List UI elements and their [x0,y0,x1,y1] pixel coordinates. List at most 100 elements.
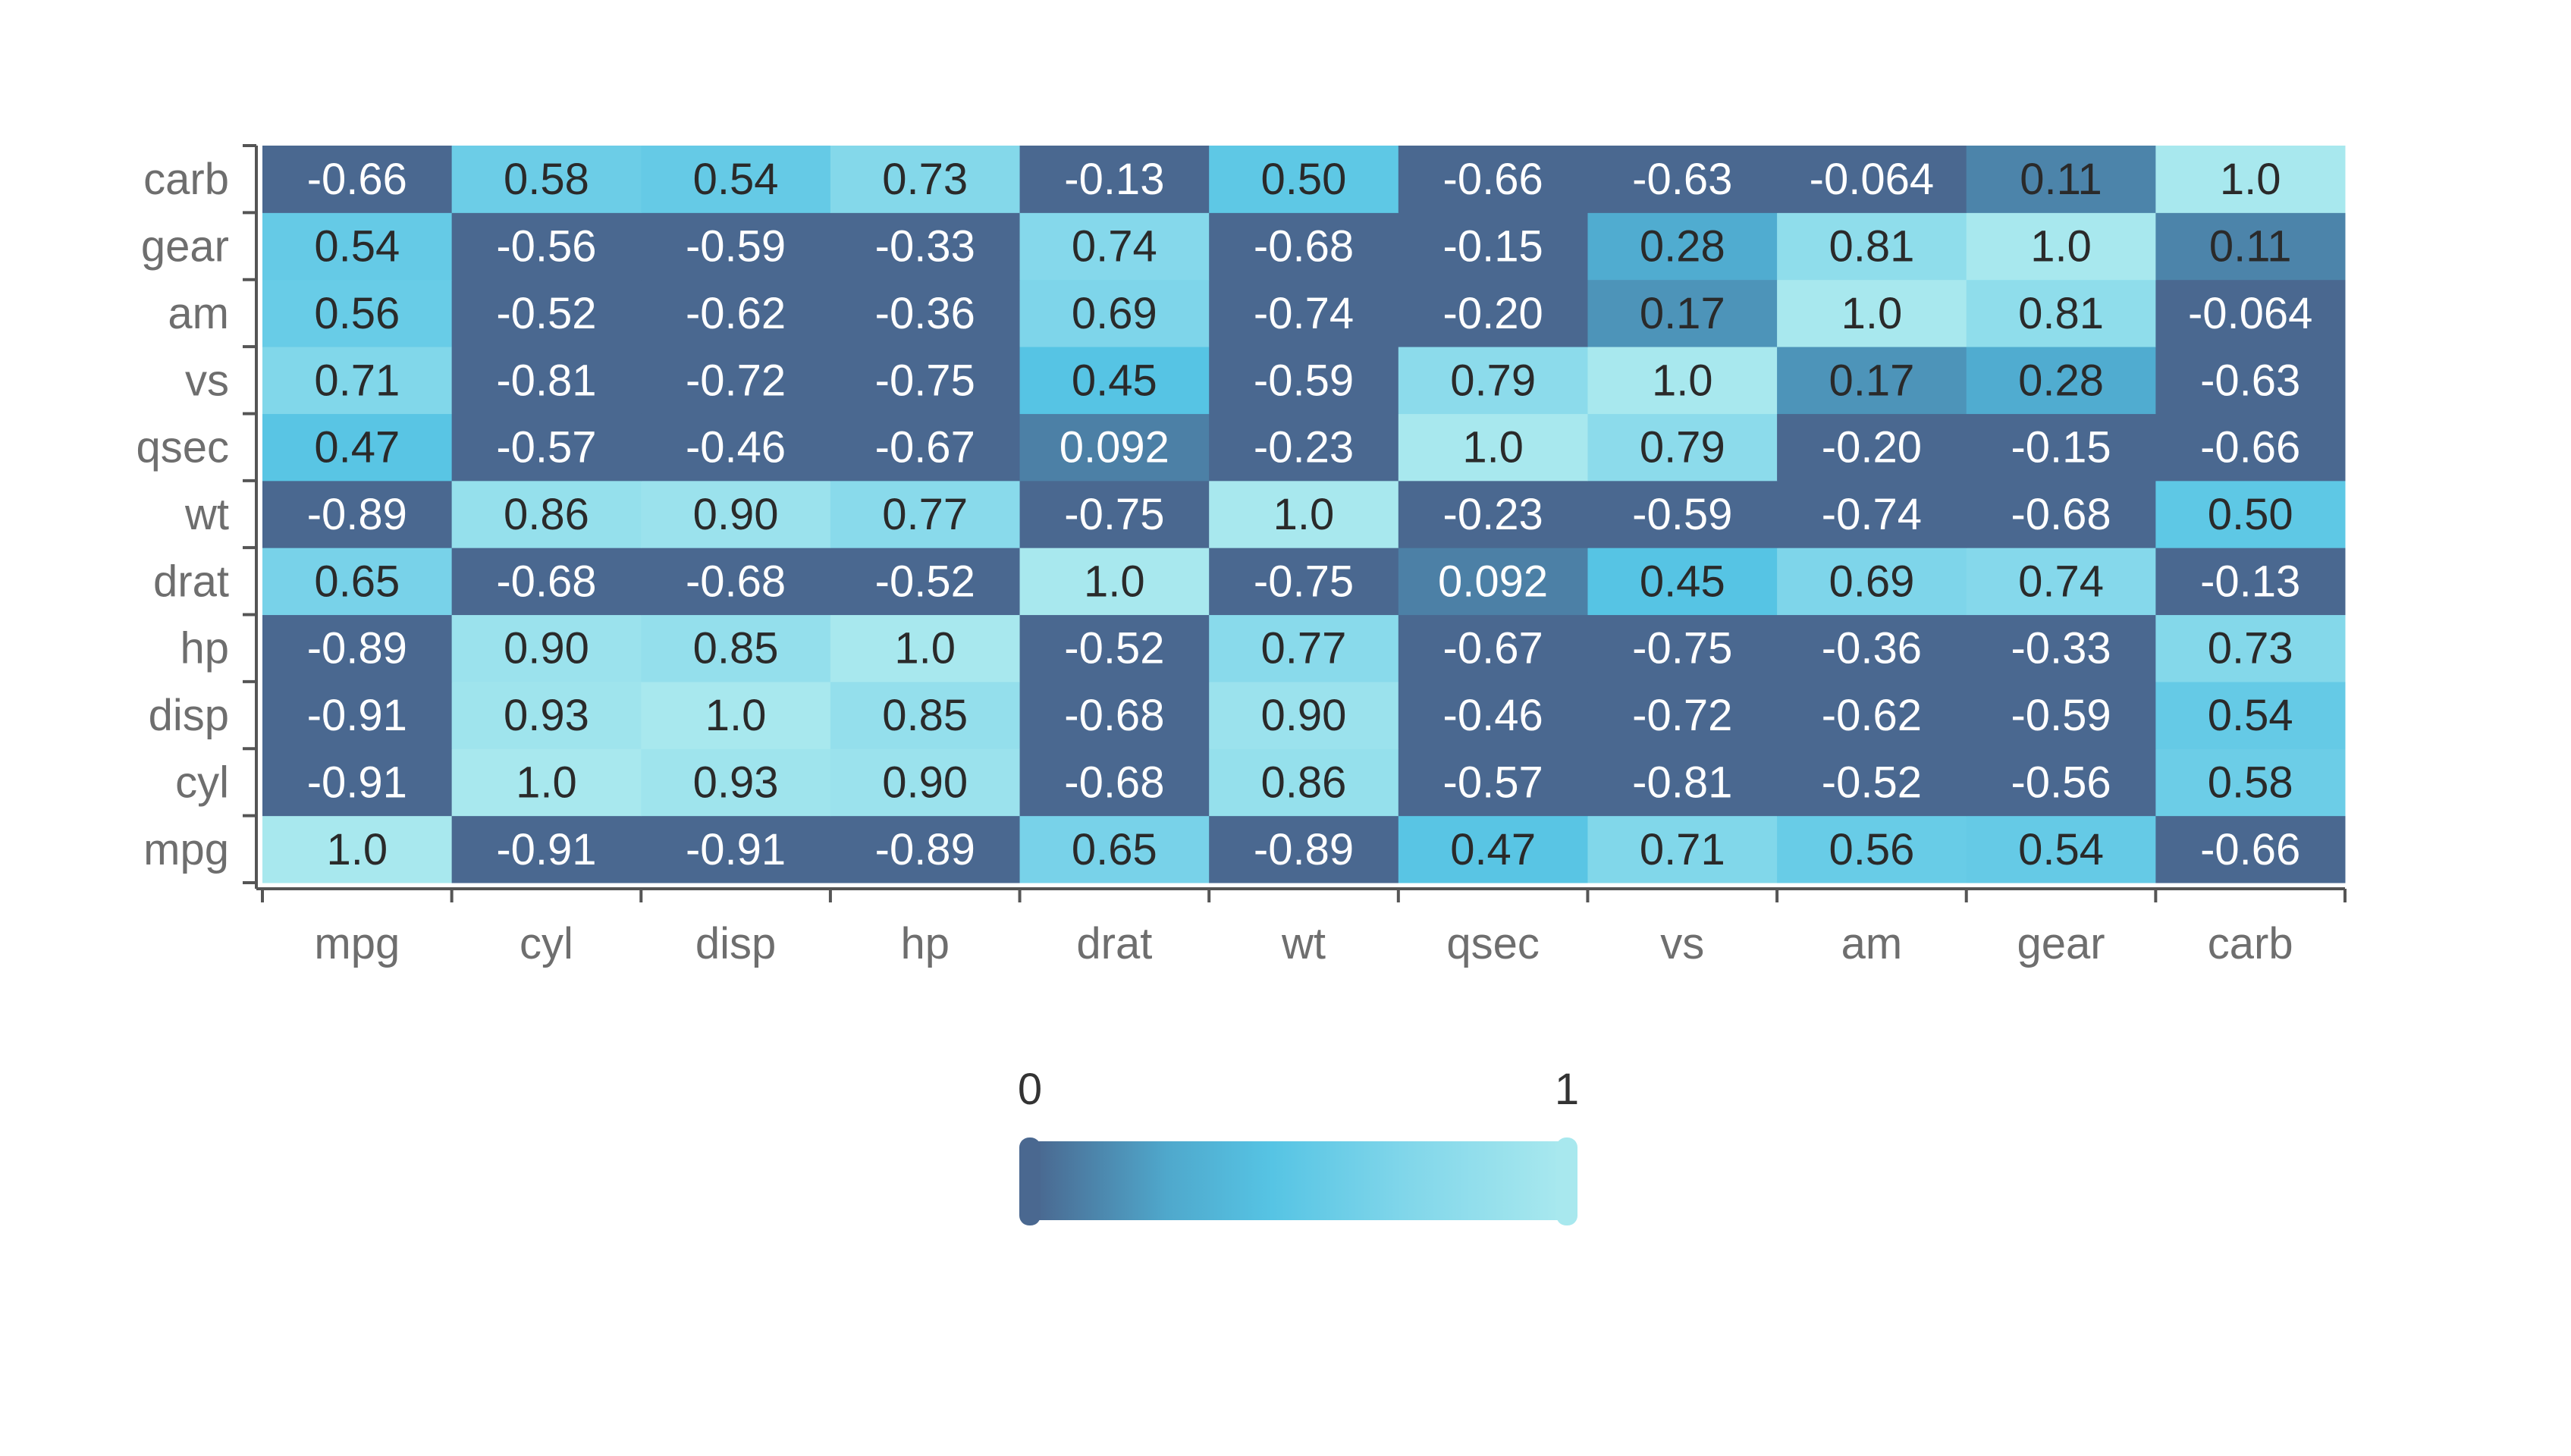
heatmap-cell[interactable] [1777,279,1967,347]
heatmap-cell[interactable] [262,681,453,749]
heatmap-cell[interactable] [262,347,453,414]
heatmap-cell[interactable] [451,748,642,817]
heatmap-cell[interactable] [1209,548,1399,616]
heatmap-cell[interactable] [1777,413,1967,482]
heatmap-cell[interactable] [1209,480,1399,548]
heatmap-cell[interactable] [1966,413,2156,482]
heatmap-cell[interactable] [1777,212,1967,281]
heatmap-cell[interactable] [830,146,1021,213]
heatmap-cell[interactable] [830,548,1021,616]
heatmap-cell[interactable] [1209,815,1399,883]
heatmap-cell[interactable] [830,279,1021,347]
heatmap-cell[interactable] [2155,614,2346,682]
heatmap-cell[interactable] [641,413,831,482]
heatmap-cell[interactable] [1587,413,1778,482]
heatmap-cell[interactable] [1019,212,1210,281]
heatmap-cell[interactable] [1777,347,1967,414]
heatmap-cell[interactable] [2155,748,2346,817]
heatmap-cell[interactable] [1587,614,1778,682]
heatmap-cell[interactable] [1398,413,1588,482]
colorbar-max-handle[interactable] [1556,1138,1577,1225]
heatmap-cell[interactable] [2155,279,2346,347]
heatmap-cell[interactable] [451,681,642,749]
heatmap-cell[interactable] [1209,681,1399,749]
heatmap-cell[interactable] [1019,614,1210,682]
heatmap-cell[interactable] [1966,548,2156,616]
heatmap-cell[interactable] [1398,212,1588,281]
heatmap-cell[interactable] [830,480,1021,548]
heatmap-cell[interactable] [1966,681,2156,749]
heatmap-cell[interactable] [1966,279,2156,347]
heatmap-cell[interactable] [1398,279,1588,347]
heatmap-cell[interactable] [1019,480,1210,548]
heatmap-cell[interactable] [451,146,642,213]
heatmap-cell[interactable] [1966,480,2156,548]
heatmap-cell[interactable] [1398,347,1588,414]
heatmap-cell[interactable] [2155,146,2346,213]
heatmap-cell[interactable] [1209,279,1399,347]
heatmap-cell[interactable] [830,815,1021,883]
heatmap-cell[interactable] [641,548,831,616]
heatmap-cell[interactable] [2155,815,2346,883]
heatmap-cell[interactable] [262,480,453,548]
heatmap-cell[interactable] [1587,146,1778,213]
heatmap-cell[interactable] [1209,146,1399,213]
heatmap-cell[interactable] [1966,748,2156,817]
heatmap-cell[interactable] [2155,548,2346,616]
heatmap-cell[interactable] [1019,681,1210,749]
heatmap-cell[interactable] [262,748,453,817]
heatmap-cell[interactable] [1398,480,1588,548]
heatmap-cell[interactable] [1587,748,1778,817]
heatmap-cell[interactable] [641,347,831,414]
heatmap-cell[interactable] [1019,413,1210,482]
heatmap-cell[interactable] [1777,480,1967,548]
heatmap-cell[interactable] [1398,748,1588,817]
heatmap-cell[interactable] [1966,347,2156,414]
heatmap-cell[interactable] [451,480,642,548]
heatmap-cell[interactable] [1587,212,1778,281]
heatmap-cell[interactable] [1019,279,1210,347]
heatmap-cell[interactable] [1777,146,1967,213]
heatmap-cell[interactable] [2155,347,2346,414]
heatmap-cell[interactable] [1398,614,1588,682]
heatmap-cell[interactable] [1209,748,1399,817]
heatmap-cell[interactable] [641,681,831,749]
heatmap-cell[interactable] [2155,681,2346,749]
heatmap-cell[interactable] [1398,146,1588,213]
heatmap-cell[interactable] [451,815,642,883]
heatmap-cell[interactable] [1019,815,1210,883]
heatmap-cell[interactable] [1019,748,1210,817]
heatmap-cell[interactable] [1966,815,2156,883]
heatmap-cell[interactable] [451,413,642,482]
heatmap-cell[interactable] [1587,681,1778,749]
heatmap-cell[interactable] [451,548,642,616]
heatmap-cell[interactable] [641,146,831,213]
heatmap-cell[interactable] [1777,815,1967,883]
heatmap-cell[interactable] [830,681,1021,749]
heatmap-cell[interactable] [451,347,642,414]
heatmap-cell[interactable] [641,748,831,817]
heatmap-cell[interactable] [1587,548,1778,616]
heatmap-cell[interactable] [1966,614,2156,682]
heatmap-cell[interactable] [1209,413,1399,482]
heatmap-cell[interactable] [830,413,1021,482]
heatmap-cell[interactable] [262,146,453,213]
heatmap-cell[interactable] [1209,347,1399,414]
heatmap-cell[interactable] [1019,347,1210,414]
heatmap-cell[interactable] [641,614,831,682]
heatmap-cell[interactable] [1019,146,1210,213]
heatmap-cell[interactable] [1587,279,1778,347]
heatmap-cell[interactable] [1398,548,1588,616]
heatmap-cell[interactable] [262,279,453,347]
heatmap-cell[interactable] [451,212,642,281]
heatmap-cell[interactable] [1966,146,2156,213]
heatmap-cell[interactable] [262,413,453,482]
heatmap-cell[interactable] [830,212,1021,281]
heatmap-cell[interactable] [641,279,831,347]
colorbar-min-handle[interactable] [1019,1138,1041,1225]
heatmap-cell[interactable] [2155,480,2346,548]
heatmap-cell[interactable] [2155,212,2346,281]
heatmap-cell[interactable] [1587,347,1778,414]
heatmap-cell[interactable] [1966,212,2156,281]
heatmap-cell[interactable] [1587,815,1778,883]
